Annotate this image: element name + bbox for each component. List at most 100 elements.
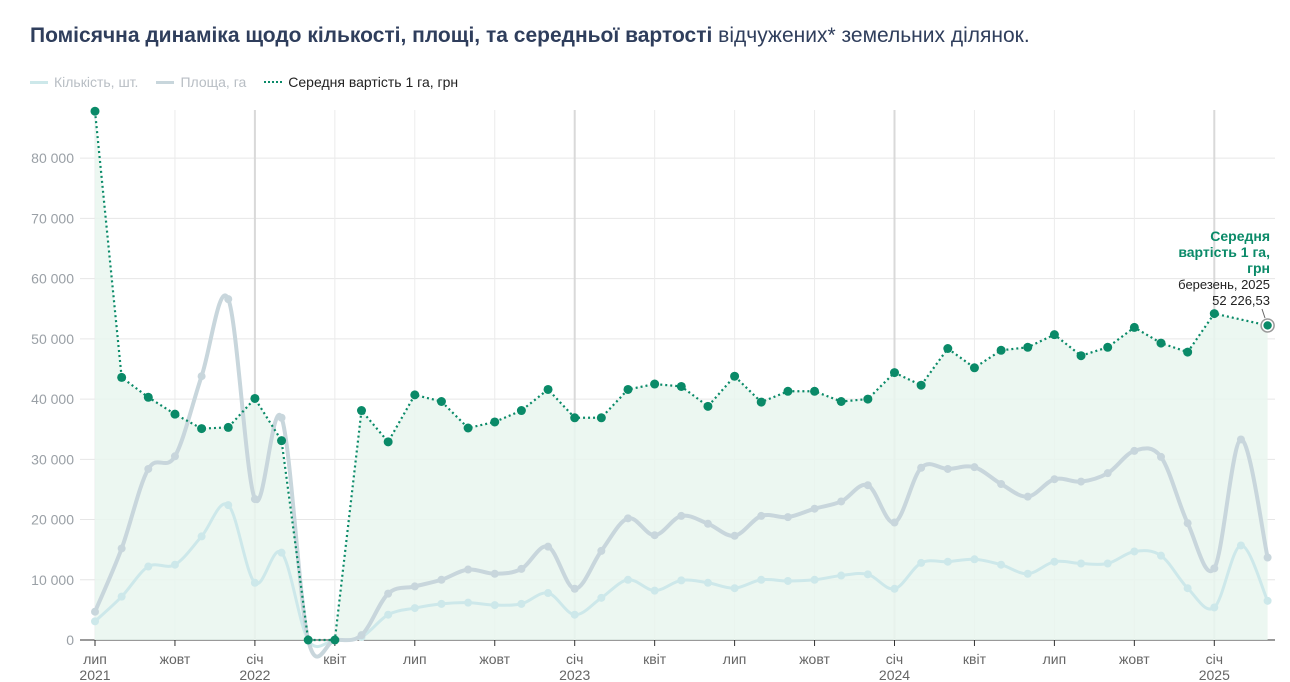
avg-price-point xyxy=(730,371,740,381)
avg-price-point xyxy=(969,363,979,373)
quantity-point xyxy=(730,584,739,593)
y-tick-label: 40 000 xyxy=(31,391,74,407)
avg-price-area xyxy=(95,111,1268,641)
y-tick-label: 80 000 xyxy=(31,150,74,166)
quantity-point xyxy=(1210,603,1219,612)
quantity-point xyxy=(863,570,872,579)
area-point xyxy=(970,463,979,472)
avg-price-point xyxy=(223,422,233,432)
chart-legend: Кількість, шт. Площа, га Середня вартіст… xyxy=(30,74,458,90)
x-tick-label: квіт xyxy=(643,651,667,667)
y-tick-label: 20 000 xyxy=(31,512,74,528)
area-point xyxy=(357,631,366,640)
legend-label-area: Площа, га xyxy=(180,74,247,90)
avg-price-point xyxy=(863,394,873,404)
x-tick-label: жовт xyxy=(160,651,191,667)
quantity-point xyxy=(597,593,606,602)
area-point xyxy=(384,589,393,598)
quantity-point xyxy=(1077,559,1086,568)
quantity-point xyxy=(650,586,659,595)
avg-price-point xyxy=(783,386,793,396)
area-point xyxy=(1130,446,1139,455)
quantity-point xyxy=(970,555,979,564)
legend-item-quantity[interactable]: Кількість, шт. xyxy=(30,74,138,90)
avg-price-point xyxy=(277,436,287,446)
quantity-point xyxy=(703,578,712,587)
x-tick-label: січ xyxy=(1206,651,1223,667)
avg-price-point xyxy=(170,409,180,419)
avg-price-point xyxy=(996,345,1006,355)
area-point xyxy=(597,546,606,555)
chart-title-bold: Помісячна динаміка щодо кількості, площі… xyxy=(30,24,713,47)
x-tick-label: жовт xyxy=(479,651,510,667)
avg-price-point xyxy=(1209,309,1219,319)
area-point xyxy=(1210,564,1219,573)
avg-price-point xyxy=(436,397,446,406)
area-point xyxy=(117,544,126,553)
annotation-value: 52 226,53 xyxy=(1212,293,1270,308)
quantity-point xyxy=(144,562,153,571)
quantity-point xyxy=(1183,584,1192,593)
quantity-point xyxy=(517,599,526,608)
x-tick-label: жовт xyxy=(1119,651,1150,667)
avg-price-point xyxy=(650,379,660,389)
quantity-point xyxy=(783,576,792,585)
legend-swatch-quantity xyxy=(30,80,48,84)
quantity-point xyxy=(170,560,179,569)
quantity-point xyxy=(997,560,1006,569)
y-tick-label: 60 000 xyxy=(31,271,74,287)
area-point xyxy=(757,511,766,520)
quantity-point xyxy=(1157,551,1165,560)
legend-item-area[interactable]: Площа, га xyxy=(156,74,246,90)
area-point xyxy=(144,464,153,473)
area-point xyxy=(437,575,446,584)
area-point xyxy=(703,519,712,528)
x-tick-label: лип xyxy=(723,651,747,667)
x-tick-label: січ xyxy=(566,651,583,667)
area-point xyxy=(1157,452,1165,461)
avg-price-point xyxy=(90,106,100,116)
avg-price-point xyxy=(490,417,500,427)
x-year-label: 2025 xyxy=(1199,667,1230,682)
chart-title: Помісячна динаміка щодо кількості, площі… xyxy=(30,24,1030,48)
avg-price-point xyxy=(703,401,713,411)
x-year-label: 2022 xyxy=(239,667,270,682)
avg-price-point xyxy=(810,386,820,396)
legend-label-avg-price: Середня вартість 1 га, грн xyxy=(288,74,459,90)
area-point xyxy=(1236,435,1245,444)
x-year-label: 2024 xyxy=(879,667,910,682)
legend-item-avg-price[interactable]: Середня вартість 1 га, грн xyxy=(264,74,458,90)
area-point xyxy=(1263,553,1272,562)
area-point xyxy=(544,542,553,551)
area-point xyxy=(250,495,259,504)
quantity-point xyxy=(1103,559,1112,568)
quantity-point xyxy=(943,557,952,566)
quantity-point xyxy=(197,532,206,541)
avg-price-point xyxy=(410,390,420,400)
area-point xyxy=(197,372,206,381)
area-point xyxy=(91,607,99,616)
quantity-point xyxy=(1023,569,1032,578)
avg-price-point xyxy=(330,635,340,645)
y-tick-label: 70 000 xyxy=(31,210,74,226)
area-point xyxy=(170,452,179,461)
area-point xyxy=(224,295,233,304)
quantity-point xyxy=(917,558,926,567)
quantity-point xyxy=(544,589,553,598)
quantity-point xyxy=(837,571,846,580)
x-tick-label: жовт xyxy=(799,651,830,667)
avg-price-point xyxy=(250,393,260,403)
chart-title-rest: відчужених* земельних ділянок. xyxy=(712,24,1030,47)
quantity-point xyxy=(570,610,579,619)
quantity-point xyxy=(117,592,126,601)
quantity-point xyxy=(410,604,419,613)
area-point xyxy=(837,497,846,506)
quantity-point xyxy=(890,584,899,593)
x-tick-label: лип xyxy=(1043,651,1067,667)
y-tick-label: 30 000 xyxy=(31,451,74,467)
avg-price-point xyxy=(943,344,953,353)
avg-price-point xyxy=(357,406,366,416)
avg-price-point xyxy=(890,368,899,378)
quantity-point xyxy=(490,601,499,610)
